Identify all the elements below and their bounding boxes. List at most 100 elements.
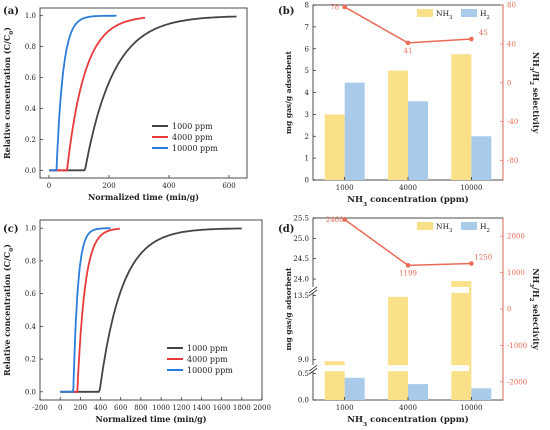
x-tick-label: 200 bbox=[74, 404, 87, 412]
y-tick-label: 6 bbox=[305, 45, 310, 53]
bar-H2-4000 bbox=[408, 384, 428, 400]
y2-tick-label: 0 bbox=[507, 79, 511, 87]
y-tick-label: 7 bbox=[305, 23, 309, 31]
x-axis-label: NH3 concentration (ppm) bbox=[347, 414, 469, 428]
bar-NH3-4000 bbox=[388, 296, 408, 400]
x-tick-label: 1000 bbox=[152, 404, 170, 412]
bar-NH3-10000 bbox=[451, 281, 472, 400]
bar-H2-1000 bbox=[344, 82, 365, 180]
selectivity-point bbox=[405, 40, 411, 46]
y-tick-label: 1.0 bbox=[25, 12, 36, 20]
axis-break-mark bbox=[308, 367, 318, 375]
plot-frame bbox=[39, 7, 248, 179]
y-tick-label: 0.4 bbox=[25, 105, 37, 113]
x-tick-label: 600 bbox=[114, 404, 127, 412]
y-tick-label: 4 bbox=[305, 89, 310, 97]
legend-label: 1000 ppm bbox=[187, 344, 228, 353]
chart-d: 1000 4000 100000.00.59.013.524.024.525.025… bbox=[278, 215, 541, 428]
series-line-10000-ppm bbox=[49, 14, 117, 172]
x-tick-label: 2000 bbox=[253, 404, 271, 412]
x-tick-label: 1600 bbox=[213, 404, 231, 412]
legend-swatch bbox=[417, 9, 433, 17]
panel-label: (c) bbox=[3, 224, 19, 235]
x-tick-label: 10000 bbox=[460, 184, 482, 192]
y2-tick-label: 80 bbox=[507, 2, 516, 10]
y-tick-label: 0.2 bbox=[25, 136, 36, 144]
x-axis-label: Normalized time (min/g) bbox=[88, 192, 199, 202]
chart-a: 0.0 0.2 0.4 0.6 0.8 1.0 0 200 400 600 1000 ppm 4000… bbox=[2, 6, 248, 202]
bar-NH3-4000 bbox=[388, 70, 408, 180]
x-tick-label: 0 bbox=[58, 404, 62, 412]
x-axis-label: Normalized time (min/g) bbox=[95, 414, 206, 424]
bar-H2-10000 bbox=[471, 388, 492, 400]
series-line-4000-ppm bbox=[60, 227, 120, 393]
axis-break-gap bbox=[309, 365, 469, 372]
y-tick-label: 25.0 bbox=[293, 235, 309, 243]
x-axis-label: NH3 concentration (ppm) bbox=[347, 194, 469, 208]
y-tick-label: 1.0 bbox=[25, 225, 36, 233]
axis-break-mark bbox=[308, 289, 318, 297]
x-tick-label: 1800 bbox=[233, 404, 251, 412]
chart-c: 0.00.20.40.60.81.0-200 0 200 400 600 800 1000 1… bbox=[2, 219, 271, 424]
y-tick-label: 8 bbox=[305, 2, 309, 10]
x-tick-label: 400 bbox=[162, 182, 175, 190]
y-tick-label: 0.6 bbox=[25, 290, 37, 298]
legend-label: H2 bbox=[480, 222, 490, 234]
y-axis-label: Relative concentration (C/C0) bbox=[2, 244, 15, 376]
x-tick-label: 0 bbox=[47, 182, 51, 190]
y-tick-label: 0 bbox=[305, 177, 309, 185]
selectivity-label: 78 bbox=[330, 3, 339, 11]
axis-break-mark bbox=[308, 364, 318, 372]
legend-swatch bbox=[461, 222, 477, 230]
y-tick-label: 1 bbox=[305, 155, 309, 163]
selectivity-label: 1250 bbox=[474, 254, 492, 262]
legend-label: 10000 ppm bbox=[172, 144, 218, 153]
y-tick-label: 0.5 bbox=[298, 370, 309, 378]
selectivity-point bbox=[342, 4, 347, 10]
y-tick-label: 25.5 bbox=[293, 215, 309, 223]
bar-H2-10000 bbox=[471, 136, 492, 180]
y-tick-label: 0.2 bbox=[25, 356, 36, 364]
y-tick-label: 0.8 bbox=[25, 43, 36, 51]
y-tick-label: 24.0 bbox=[293, 276, 309, 284]
y2-tick-label: -40 bbox=[507, 118, 518, 126]
y-tick-label: 0.4 bbox=[25, 323, 37, 331]
y-tick-label: 0.8 bbox=[25, 257, 36, 265]
legend-label: 4000 ppm bbox=[172, 133, 213, 142]
bar-NH3-10000 bbox=[451, 54, 472, 180]
axis-break-mark bbox=[308, 286, 318, 294]
y-tick-label: 9.0 bbox=[298, 356, 309, 364]
series-line-1000-ppm bbox=[49, 15, 237, 172]
chart-b: 1000 4000 10000012345678-80-4004080784145N… bbox=[278, 2, 541, 208]
legend-label: NH3 bbox=[436, 9, 452, 21]
x-tick-label: 4000 bbox=[399, 404, 417, 412]
y2-tick-label: -80 bbox=[507, 157, 518, 165]
x-tick-label: 4000 bbox=[399, 184, 417, 192]
y-tick-label: 0.6 bbox=[25, 74, 37, 82]
y-tick-label: 5 bbox=[305, 67, 309, 75]
y2-tick-label: -1000 bbox=[507, 342, 527, 350]
selectivity-label: 1199 bbox=[399, 269, 417, 277]
x-tick-label: 400 bbox=[94, 404, 107, 412]
legend-swatch bbox=[461, 9, 477, 17]
panel-label: (a) bbox=[3, 6, 19, 17]
y-axis-label: mg gas/g adsorbent bbox=[284, 267, 293, 350]
selectivity-point bbox=[469, 36, 474, 42]
x-tick-label: 10000 bbox=[460, 404, 482, 412]
selectivity-point bbox=[405, 263, 411, 268]
y-tick-label: 24.5 bbox=[293, 255, 309, 263]
y-tick-label: 0.0 bbox=[25, 167, 36, 175]
x-tick-label: 1000 bbox=[336, 404, 354, 412]
plot-frame bbox=[39, 219, 263, 401]
series-line-10000-ppm bbox=[60, 227, 111, 393]
series-line-1000-ppm bbox=[60, 227, 242, 393]
y-axis-label: Relative concentration (C/C0) bbox=[2, 27, 15, 159]
legend-label: 1000 ppm bbox=[172, 122, 213, 131]
y2-tick-label: 1000 bbox=[507, 269, 525, 277]
selectivity-label: 2460 bbox=[326, 216, 344, 224]
x-tick-label: 1200 bbox=[172, 404, 190, 412]
y-axis-label: mg gas/g adsorbent bbox=[284, 51, 293, 134]
y-tick-label: 13.5 bbox=[293, 292, 309, 300]
y2-tick-label: 40 bbox=[507, 40, 516, 48]
x-tick-label: 1400 bbox=[193, 404, 211, 412]
